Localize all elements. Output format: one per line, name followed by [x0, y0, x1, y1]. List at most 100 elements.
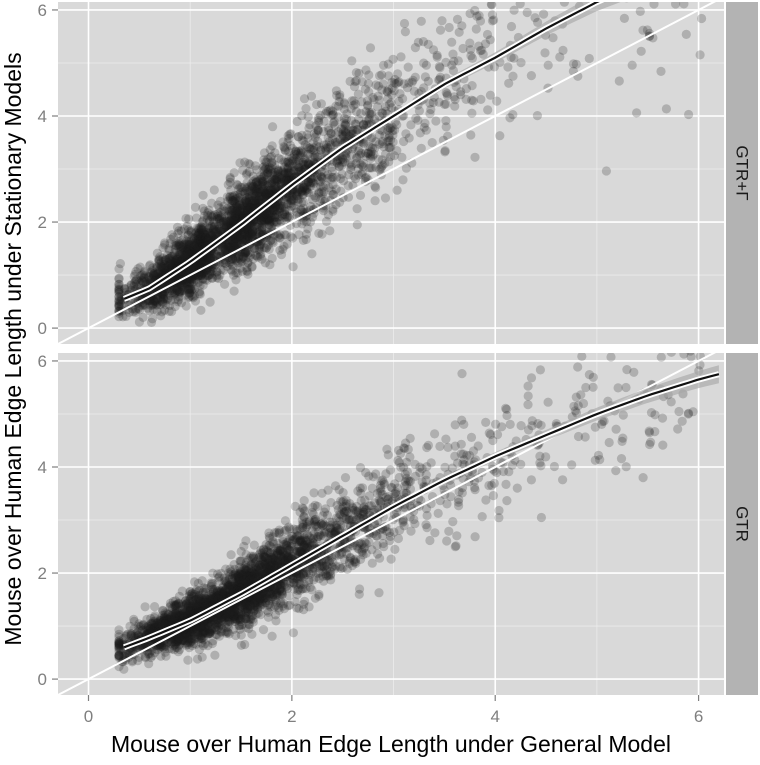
data-point: [231, 254, 241, 264]
data-point: [230, 242, 240, 252]
data-point: [254, 596, 264, 606]
data-point: [200, 275, 210, 285]
data-point: [457, 369, 467, 379]
data-point: [223, 196, 233, 206]
data-point: [314, 188, 324, 198]
data-point: [232, 206, 242, 216]
data-point: [261, 170, 272, 180]
data-point: [114, 296, 124, 306]
data-point: [226, 211, 236, 221]
data-point: [492, 468, 502, 478]
data-point: [159, 262, 169, 272]
data-point: [314, 228, 324, 238]
data-point: [195, 287, 205, 297]
data-point: [131, 279, 141, 289]
data-point: [347, 56, 357, 66]
data-point: [351, 158, 361, 169]
data-point: [198, 633, 208, 643]
data-point: [261, 209, 271, 219]
data-point: [283, 173, 293, 183]
data-point: [244, 196, 255, 206]
panel-grid: [58, 353, 724, 695]
data-point: [209, 225, 219, 235]
data-point: [385, 531, 395, 542]
data-point: [353, 124, 363, 135]
data-point: [285, 211, 295, 221]
data-point: [467, 81, 477, 91]
data-point: [355, 190, 366, 200]
data-point: [257, 181, 267, 191]
data-point: [180, 290, 191, 300]
data-point: [260, 164, 270, 174]
data-point: [303, 543, 313, 553]
data-point: [356, 148, 366, 158]
data-point: [345, 76, 355, 86]
data-point: [255, 187, 265, 197]
data-point: [200, 587, 210, 598]
data-point: [428, 45, 439, 55]
data-point: [294, 162, 304, 173]
data-point: [206, 268, 216, 278]
data-point: [142, 614, 152, 625]
data-point: [150, 268, 160, 278]
data-point: [168, 232, 179, 242]
data-point: [207, 593, 217, 603]
data-point: [316, 99, 326, 109]
data-point: [548, 33, 558, 43]
data-point: [257, 218, 267, 228]
data-point: [327, 172, 337, 182]
data-point: [236, 613, 246, 623]
data-point: [238, 235, 248, 245]
data-point: [211, 591, 221, 602]
data-point: [266, 164, 276, 174]
data-point: [378, 79, 388, 89]
data-point: [248, 551, 258, 561]
data-point: [225, 194, 235, 204]
data-point: [267, 161, 277, 171]
data-point: [232, 214, 242, 224]
data-point: [255, 215, 265, 225]
data-point: [280, 145, 290, 155]
data-point: [364, 107, 374, 117]
data-point: [245, 185, 255, 195]
data-point: [156, 261, 166, 271]
data-point: [265, 152, 275, 163]
data-point: [138, 278, 148, 288]
data-point: [177, 282, 187, 292]
data-point: [466, 51, 476, 61]
data-point: [155, 259, 165, 269]
data-point: [202, 253, 212, 263]
data-point: [279, 557, 289, 567]
data-point: [321, 560, 331, 570]
data-point: [242, 266, 253, 277]
data-point: [160, 238, 170, 248]
data-point: [325, 566, 335, 576]
data-point: [199, 257, 209, 267]
data-point: [342, 564, 352, 574]
data-point: [158, 289, 168, 299]
data-point: [270, 212, 280, 222]
data-point: [172, 240, 182, 250]
data-point: [278, 137, 288, 147]
data-point: [344, 513, 354, 524]
data-point: [188, 242, 199, 252]
data-point: [421, 60, 431, 70]
data-point: [296, 146, 306, 156]
data-point: [196, 305, 206, 315]
data-point: [205, 628, 215, 639]
data-point: [236, 232, 246, 243]
data-point: [221, 216, 231, 226]
data-point: [235, 198, 245, 208]
data-point: [184, 239, 194, 249]
data-point: [276, 551, 286, 561]
data-point: [325, 226, 335, 236]
y-tick-label: 6: [38, 1, 47, 20]
data-point: [474, 41, 484, 51]
data-point: [286, 129, 296, 139]
data-point: [247, 571, 257, 581]
data-point: [298, 182, 308, 192]
data-point: [269, 563, 279, 573]
data-point: [300, 154, 310, 164]
data-point: [307, 194, 317, 205]
data-point: [173, 239, 184, 250]
